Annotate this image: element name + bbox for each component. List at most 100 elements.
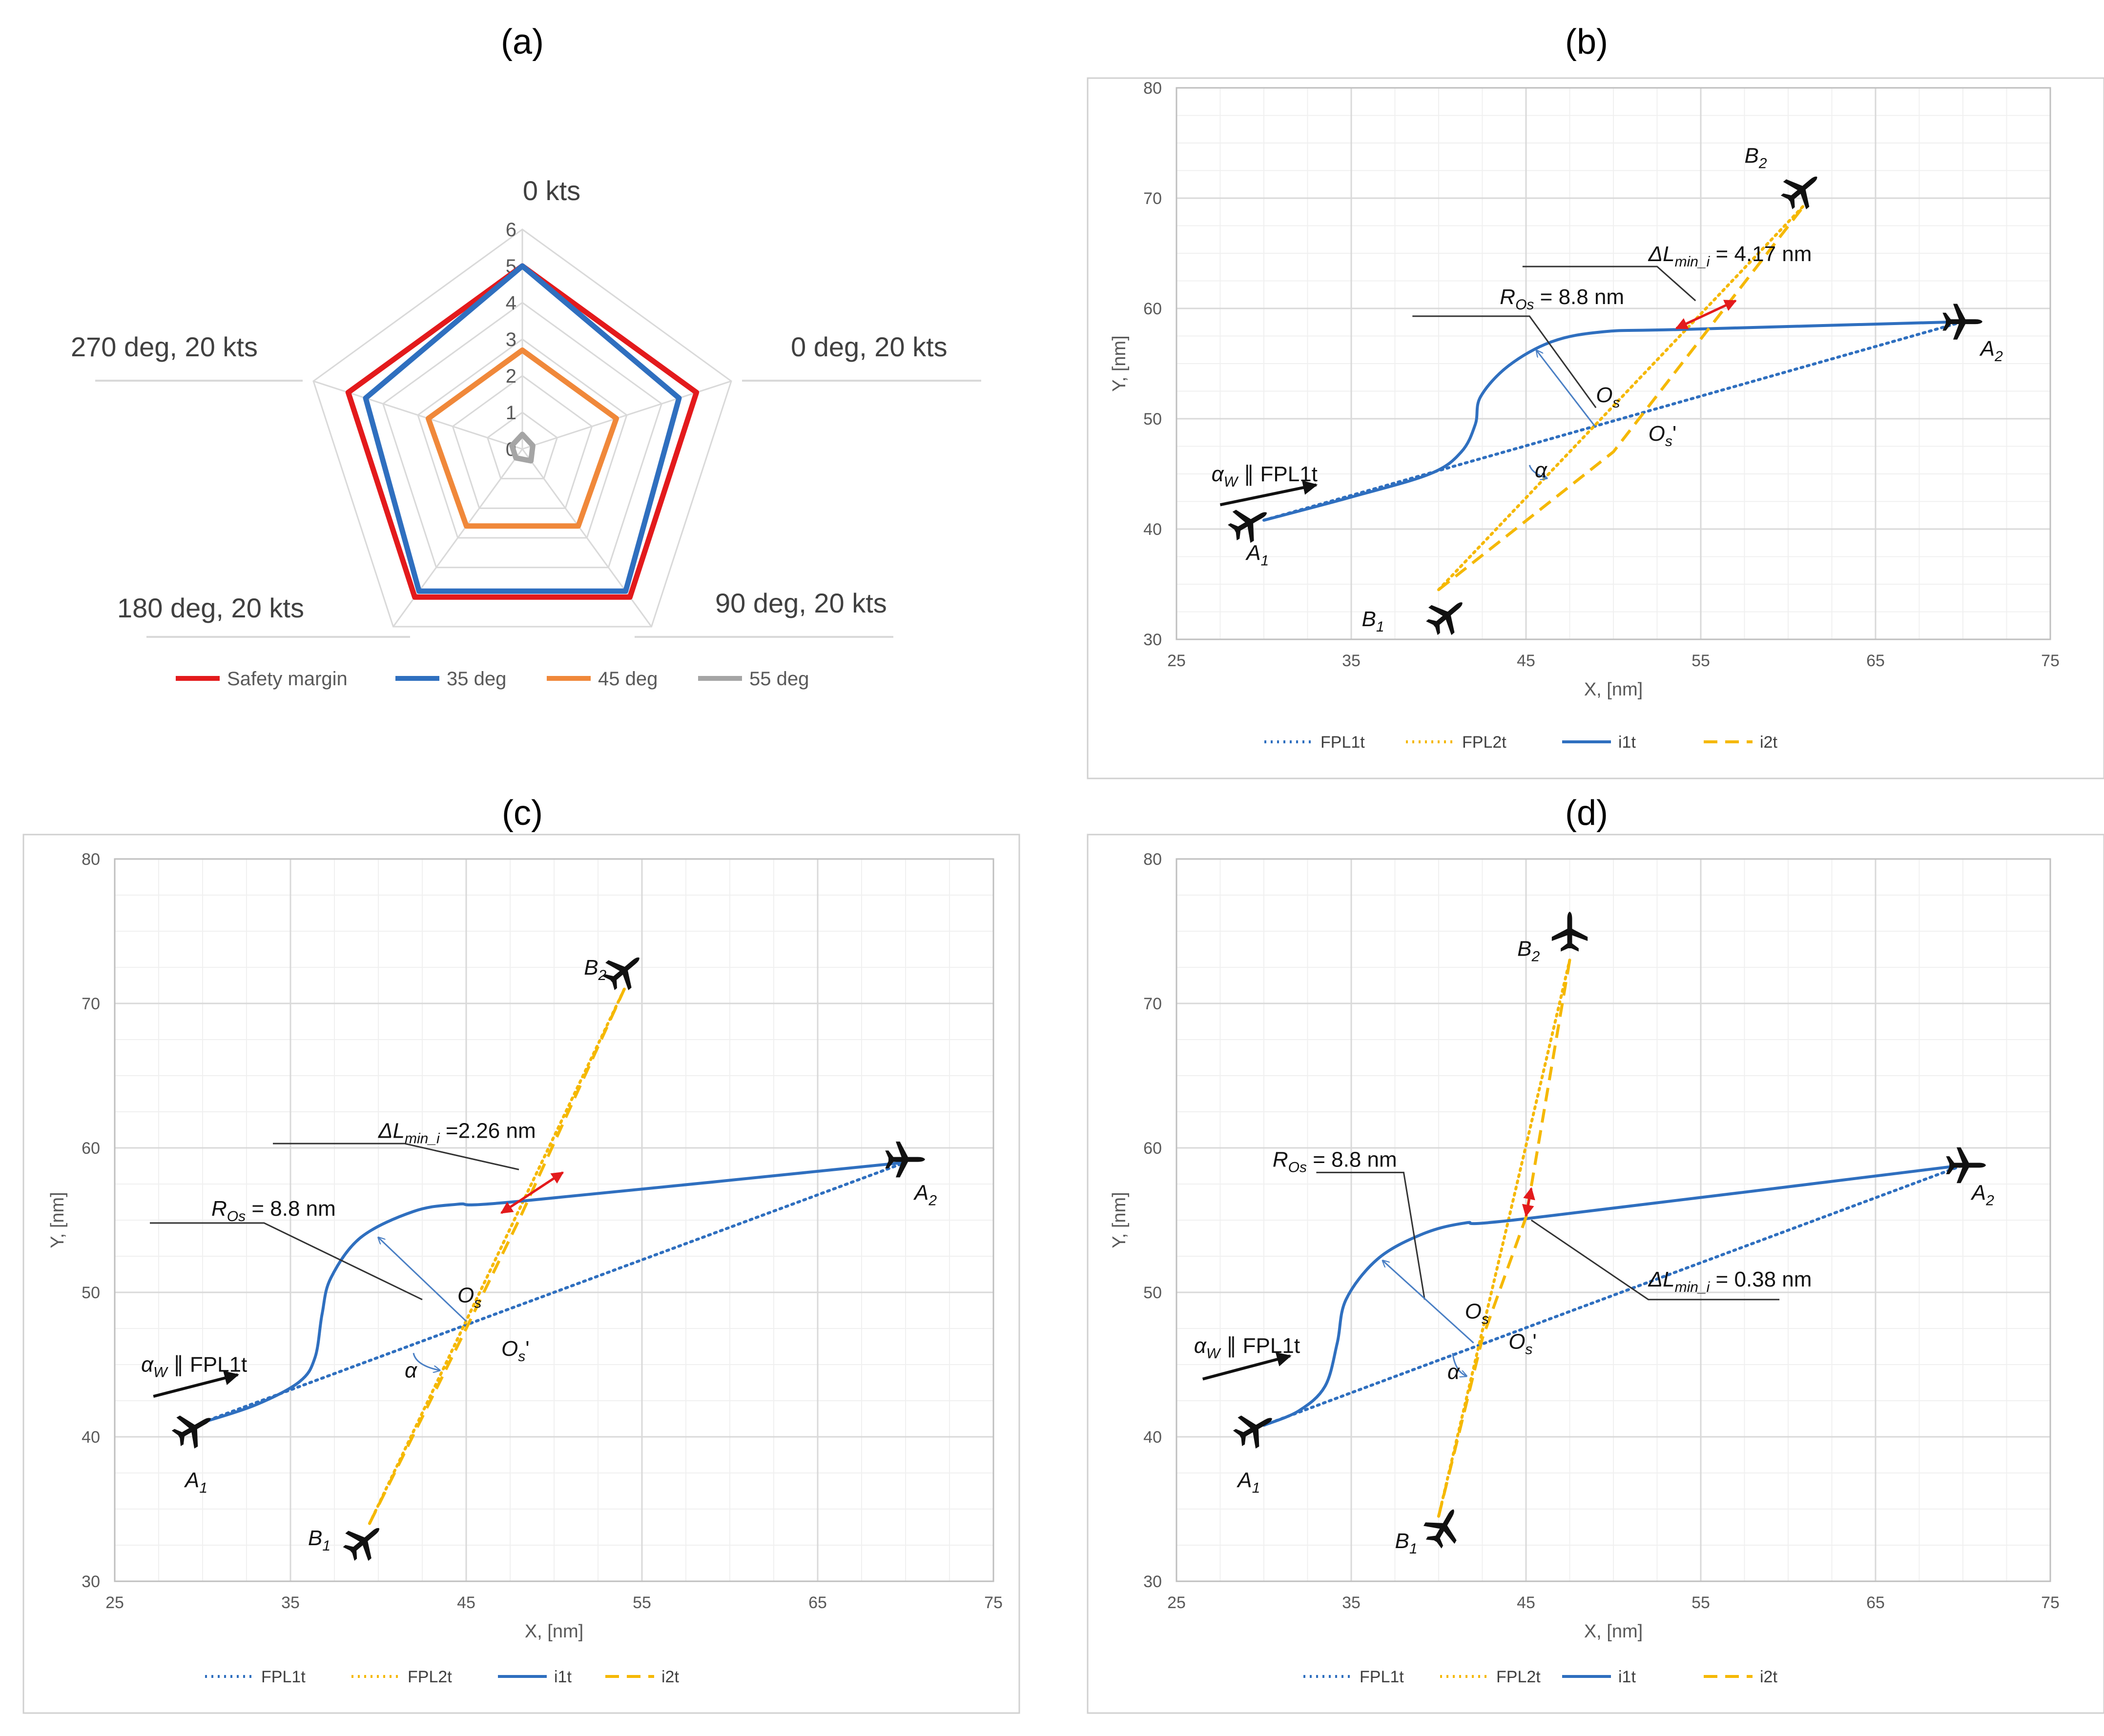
- legend-label-fpl1t: FPL1t: [1320, 733, 1365, 752]
- b1-label: B1: [1361, 607, 1384, 635]
- radius-label-rest: = 8.8 nm: [1307, 1147, 1397, 1171]
- wind-arrow: [153, 1370, 239, 1398]
- wind-label-sub: W: [153, 1364, 168, 1380]
- x-axis-title: X, [nm]: [525, 1621, 583, 1642]
- x-tick-label: 55: [633, 1593, 651, 1612]
- a1-label-sub: 1: [1261, 552, 1269, 569]
- radius-label-sub: Os: [1288, 1159, 1307, 1175]
- min-distance-label-sub: min_i: [1675, 1279, 1711, 1295]
- wind-label-rest: ∥ FPL1t: [1220, 1334, 1300, 1358]
- radar-series-35-deg: [363, 263, 682, 594]
- series-i2t: [1438, 203, 1807, 591]
- x-tick-label: 25: [1167, 1593, 1186, 1612]
- radar-grid-ring: [382, 302, 663, 569]
- b2-label-main: B: [1745, 144, 1759, 168]
- b1-label-main: B: [1361, 607, 1376, 631]
- wind-label-rest: ∥ FPL1t: [167, 1352, 247, 1376]
- b2-label-main: B: [1517, 937, 1531, 960]
- os-label-sub: s: [1482, 1311, 1489, 1327]
- min-distance-label-sub: min_i: [405, 1130, 440, 1146]
- os-label-main: O: [457, 1284, 474, 1307]
- y-axis-title: Y, [nm]: [47, 1192, 68, 1248]
- plot-area: [1176, 858, 2051, 1582]
- os-prime-label-rest: ': [1532, 1329, 1536, 1353]
- series-i2t: [1437, 960, 1571, 1517]
- min-distance-label-rest: =2.26 nm: [440, 1119, 536, 1143]
- x-tick-label: 45: [457, 1593, 475, 1612]
- y-tick-label: 60: [82, 1139, 100, 1158]
- x-tick-label: 45: [1517, 1593, 1535, 1612]
- radius-label-sub: Os: [227, 1208, 246, 1225]
- alpha-arc: [1528, 465, 1547, 478]
- chart-frame: [1087, 77, 2104, 779]
- legend-label-fpl2t: FPL2t: [1496, 1668, 1541, 1686]
- radar-spoke: [313, 380, 523, 450]
- wind-label-main: α: [141, 1352, 154, 1376]
- radar-tick-label: 6: [506, 219, 516, 241]
- os-prime-label-sub: s: [1665, 433, 1672, 449]
- a2-label: A2: [913, 1181, 937, 1209]
- x-tick-label: 25: [105, 1593, 124, 1612]
- radar-grid-ring: [452, 375, 593, 509]
- radar-grid-ring: [486, 411, 558, 480]
- radius-label-main: R: [1273, 1147, 1288, 1171]
- os-label-sub: s: [474, 1295, 481, 1311]
- radar-axis-label: 180 deg, 20 kts: [117, 592, 304, 623]
- radar-grid-ring: [312, 228, 732, 628]
- radar-series-55-deg: [509, 431, 536, 464]
- x-tick-label: 55: [1691, 652, 1710, 670]
- os-prime-label-rest: ': [525, 1337, 529, 1361]
- radar-grid-ring: [417, 338, 628, 539]
- panel-label-b: (b): [1565, 22, 1608, 61]
- y-tick-label: 70: [1143, 995, 1162, 1013]
- min-distance-arrow: [500, 1171, 564, 1214]
- alpha-arc: [413, 1352, 440, 1370]
- alpha-arc: [1452, 1353, 1467, 1376]
- x-axis-title: X, [nm]: [1584, 1621, 1643, 1642]
- min-distance-label-sub: min_i: [1675, 254, 1711, 270]
- radius-label-main: R: [211, 1197, 227, 1221]
- legend-label-i1t: i1t: [1618, 733, 1636, 752]
- os-label: Os: [1465, 1299, 1489, 1327]
- a2-label-main: A: [913, 1181, 928, 1205]
- os-label-sub: s: [1612, 395, 1620, 411]
- legend-label-i1t: i1t: [554, 1668, 572, 1686]
- min-distance-leader: [1522, 266, 1696, 302]
- y-axis-title: Y, [nm]: [1109, 335, 1130, 391]
- y-tick-label: 30: [1143, 631, 1162, 649]
- wind-arrow: [1202, 1352, 1292, 1381]
- y-tick-label: 30: [1143, 1573, 1162, 1591]
- radar-axis-label: 90 deg, 20 kts: [715, 588, 887, 618]
- wind-label-sub: W: [1224, 474, 1239, 490]
- wind-arrow: [1219, 480, 1318, 507]
- os-label-main: O: [1465, 1299, 1482, 1323]
- radar-legend-label: 35 deg: [447, 668, 506, 690]
- radar-series-safety-margin: [345, 263, 700, 600]
- trajectory-chart-c: 25 35 45 55 65 75 30 40 50 60 70 80 X, [nm] Y, [nm] ΔL…: [22, 834, 1020, 1714]
- radar-axis-label: 270 deg, 20 kts: [71, 331, 258, 362]
- y-tick-label: 70: [1143, 189, 1162, 208]
- y-tick-label: 40: [1143, 1428, 1162, 1447]
- radius-label: ROs = 8.8 nm: [1500, 285, 1624, 313]
- os-prime-label-main: O: [501, 1337, 518, 1361]
- wind-label-main: α: [1194, 1334, 1207, 1358]
- legend-label-fpl1t: FPL1t: [1360, 1668, 1404, 1686]
- a1-label-main: A: [1245, 541, 1260, 565]
- series-fpl1t: [1262, 1164, 1964, 1427]
- alpha-label: α: [1535, 458, 1548, 482]
- os-prime-label-main: O: [1508, 1329, 1525, 1353]
- radius-arrow: [1536, 350, 1597, 428]
- b2-label: B2: [584, 956, 606, 983]
- min-distance-arrow: [1522, 1187, 1535, 1217]
- x-tick-label: 25: [1167, 652, 1186, 670]
- alpha-label-main: α: [1447, 1360, 1461, 1384]
- min-distance-label-main: ΔL: [378, 1119, 405, 1143]
- radius-arrow: [378, 1238, 467, 1322]
- a1-label-main: A: [184, 1469, 199, 1492]
- x-tick-label: 75: [2041, 652, 2060, 670]
- radar-legend-label: 55 deg: [749, 668, 809, 690]
- os-prime-label: Os': [501, 1337, 530, 1365]
- a2-label: A2: [1970, 1181, 1994, 1209]
- wind-label-rest: ∥ FPL1t: [1238, 462, 1318, 486]
